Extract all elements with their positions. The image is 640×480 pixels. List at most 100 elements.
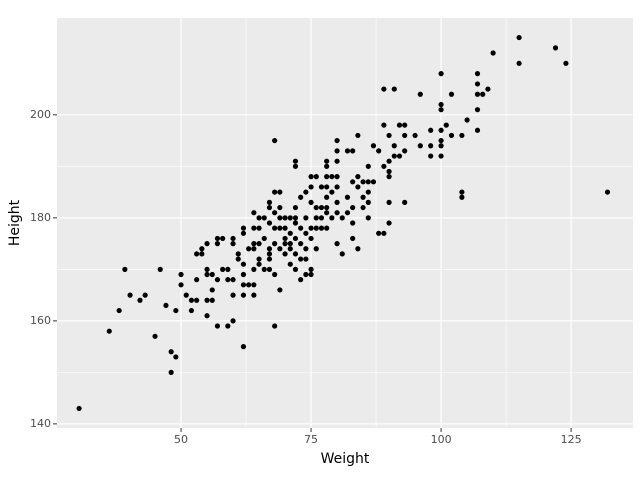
- point: [365, 215, 371, 221]
- point: [329, 174, 335, 180]
- point: [292, 215, 299, 221]
- point: [178, 282, 184, 288]
- y-tick-label: 200: [30, 108, 51, 121]
- point: [157, 266, 163, 272]
- point: [428, 143, 434, 149]
- point: [386, 158, 392, 164]
- point: [266, 199, 273, 205]
- point: [376, 230, 382, 236]
- point: [365, 163, 371, 169]
- point: [188, 297, 195, 303]
- point: [308, 235, 314, 242]
- point: [256, 256, 262, 262]
- point: [474, 81, 481, 87]
- point: [127, 292, 133, 298]
- point: [438, 137, 444, 144]
- point: [240, 282, 247, 288]
- point: [256, 215, 262, 221]
- point: [391, 153, 397, 159]
- point: [428, 153, 434, 159]
- point: [183, 292, 189, 298]
- point: [272, 225, 278, 231]
- point: [240, 292, 247, 298]
- point: [360, 194, 366, 200]
- point: [381, 163, 387, 169]
- point: [277, 215, 283, 221]
- point: [428, 127, 434, 133]
- point: [355, 184, 361, 190]
- point: [246, 282, 252, 288]
- point: [261, 266, 267, 272]
- point: [417, 143, 423, 149]
- point: [214, 323, 221, 329]
- point: [194, 297, 200, 303]
- point: [381, 122, 387, 128]
- point: [292, 266, 299, 272]
- point: [287, 230, 293, 236]
- point: [350, 204, 356, 211]
- point: [282, 215, 288, 221]
- point: [308, 184, 314, 190]
- point: [459, 189, 465, 195]
- panel: [57, 18, 633, 428]
- point: [370, 179, 377, 185]
- point: [516, 34, 522, 41]
- point: [106, 328, 112, 334]
- point: [448, 132, 455, 139]
- point: [438, 107, 444, 113]
- point: [163, 302, 169, 309]
- point: [225, 266, 231, 272]
- point: [490, 50, 496, 56]
- point: [417, 91, 423, 97]
- point: [360, 179, 366, 185]
- point: [209, 297, 215, 303]
- point: [214, 241, 221, 247]
- x-tick-label: 50: [174, 433, 188, 446]
- point: [474, 71, 481, 77]
- point: [142, 292, 148, 298]
- point: [443, 122, 449, 128]
- point: [339, 215, 345, 221]
- point: [240, 230, 247, 236]
- point: [324, 225, 330, 231]
- point: [298, 194, 304, 200]
- point: [386, 220, 392, 226]
- point: [402, 199, 408, 205]
- point: [277, 204, 283, 211]
- point: [251, 292, 257, 298]
- point: [225, 277, 231, 283]
- point: [282, 225, 288, 231]
- point: [308, 199, 314, 205]
- point: [563, 60, 569, 66]
- point: [214, 277, 221, 283]
- point: [391, 143, 397, 149]
- point: [266, 266, 273, 272]
- point: [355, 132, 361, 139]
- point: [308, 271, 314, 278]
- point: [298, 277, 304, 283]
- point: [256, 261, 262, 267]
- point: [370, 143, 377, 149]
- point: [230, 241, 236, 247]
- point: [386, 168, 392, 175]
- point: [334, 184, 340, 190]
- point: [308, 266, 314, 272]
- point: [339, 251, 345, 257]
- point: [402, 148, 408, 154]
- point: [313, 204, 319, 211]
- point: [240, 271, 247, 278]
- point: [251, 210, 257, 216]
- point: [199, 246, 205, 252]
- point: [474, 91, 481, 97]
- point: [334, 148, 340, 154]
- point: [292, 204, 299, 211]
- point: [282, 235, 288, 242]
- point: [480, 91, 486, 97]
- point: [313, 225, 319, 231]
- point: [204, 266, 210, 272]
- point: [313, 246, 319, 252]
- point: [344, 194, 351, 200]
- point: [292, 220, 299, 226]
- point: [381, 230, 387, 236]
- point: [386, 132, 392, 139]
